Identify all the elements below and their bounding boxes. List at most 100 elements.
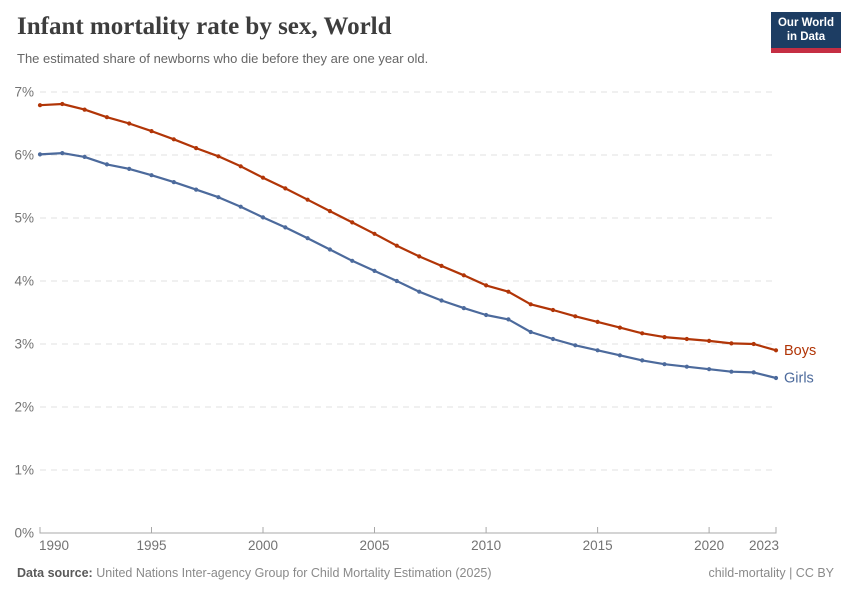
boys-point — [350, 220, 355, 225]
girls-point — [484, 312, 489, 318]
data-source-text: United Nations Inter-agency Group for Ch… — [96, 566, 492, 580]
girls-point — [60, 151, 65, 156]
girls-point — [707, 367, 712, 372]
x-tick-label: 2010 — [471, 538, 501, 553]
data-source: Data source: United Nations Inter-agency… — [17, 566, 492, 580]
boys-point — [149, 129, 154, 134]
chart-title: Infant mortality rate by sex, World — [17, 13, 392, 40]
boys-point — [573, 314, 578, 319]
girls-point — [461, 306, 466, 311]
footer-separator: | — [785, 566, 796, 580]
y-tick-label: 2% — [14, 400, 34, 415]
x-tick-label: 2005 — [359, 538, 389, 553]
boys-point — [194, 146, 199, 151]
girls-point — [327, 247, 332, 252]
x-tick-label: 1995 — [136, 538, 166, 553]
y-tick-label: 4% — [14, 274, 34, 289]
boys-point — [104, 115, 109, 120]
data-source-label: Data source: — [17, 566, 93, 580]
girls-point — [283, 225, 288, 230]
girls-point — [82, 154, 87, 159]
footer-links: child-mortality | CC BY — [708, 566, 834, 580]
boys-point — [260, 175, 266, 180]
boys-point — [417, 254, 422, 259]
boys-point — [729, 341, 734, 346]
girls-series-label: Girls — [784, 371, 814, 387]
girls-point — [127, 166, 132, 171]
license-link[interactable]: CC BY — [795, 566, 834, 580]
chart-header: Infant mortality rate by sex, World The … — [17, 13, 750, 66]
boys-point — [617, 325, 623, 330]
boys-point — [283, 186, 288, 191]
boys-point — [305, 197, 310, 202]
girls-point — [640, 358, 645, 363]
owid-logo[interactable]: Our World in Data — [770, 12, 841, 53]
y-tick-label: 1% — [14, 463, 34, 478]
girls-point — [37, 152, 43, 157]
boys-point — [662, 335, 667, 340]
boys-point — [550, 307, 556, 313]
girls-point — [238, 204, 243, 209]
girls-point — [617, 353, 623, 358]
owid-logo-line2: in Data — [786, 30, 826, 43]
boys-point — [684, 336, 689, 342]
boys-point — [773, 348, 779, 353]
girls-point — [417, 289, 422, 294]
line-chart: 0% 1% 2% 3% 4% 5% 6% 7% 1990 1995 2000 2005 2010 2015… — [14, 85, 816, 554]
girls-point — [216, 195, 221, 200]
boys-point — [484, 283, 489, 288]
boys-point — [461, 273, 466, 278]
boys-point — [37, 103, 43, 108]
girls-point — [104, 162, 109, 167]
girls-point — [506, 317, 511, 322]
girls-point — [729, 369, 734, 374]
boys-point — [372, 231, 377, 236]
girls-point — [751, 370, 756, 375]
girls-point — [595, 348, 600, 353]
girls-point — [260, 215, 266, 220]
boys-point — [60, 101, 65, 107]
y-tick-label: 0% — [14, 526, 34, 541]
girls-point — [194, 187, 199, 192]
boys-line — [38, 102, 778, 352]
boys-point — [216, 154, 221, 159]
permalink-slug[interactable]: child-mortality — [708, 566, 786, 580]
boys-point — [751, 341, 756, 347]
x-tick-label: 2000 — [248, 538, 278, 553]
y-tick-label: 6% — [14, 148, 34, 163]
girls-point — [372, 268, 377, 273]
girls-point — [684, 364, 689, 369]
y-tick-label: 3% — [14, 337, 34, 352]
x-tick-label: 2020 — [694, 538, 724, 553]
girls-point — [350, 258, 355, 263]
girls-point — [149, 173, 154, 178]
boys-point — [506, 289, 511, 294]
boys-point — [595, 319, 600, 324]
y-tick-label: 7% — [14, 85, 34, 100]
boys-point — [439, 263, 444, 268]
boys-point — [640, 331, 645, 336]
boys-series-label: Boys — [784, 343, 816, 359]
boys-point — [707, 338, 712, 343]
girls-line — [38, 152, 778, 380]
boys-point — [171, 137, 176, 142]
chart-subtitle: The estimated share of newborns who die … — [17, 50, 429, 66]
girls-point — [773, 375, 779, 381]
chart-footer: Data source: United Nations Inter-agency… — [17, 566, 834, 580]
x-tick-label: 2015 — [583, 538, 613, 553]
girls-point — [662, 362, 667, 367]
owid-logo-line1: Our World — [777, 17, 834, 29]
boys-point — [238, 164, 243, 169]
girls-point — [528, 329, 533, 335]
boys-point — [528, 302, 533, 307]
boys-point — [127, 121, 132, 126]
boys-point — [394, 243, 399, 248]
girls-point — [171, 180, 176, 185]
girls-point — [394, 278, 399, 284]
x-tick-label: 2023 — [749, 538, 779, 553]
boys-point — [327, 209, 332, 214]
girls-point — [439, 298, 444, 303]
y-tick-label: 5% — [14, 211, 34, 226]
girls-point — [573, 343, 578, 348]
